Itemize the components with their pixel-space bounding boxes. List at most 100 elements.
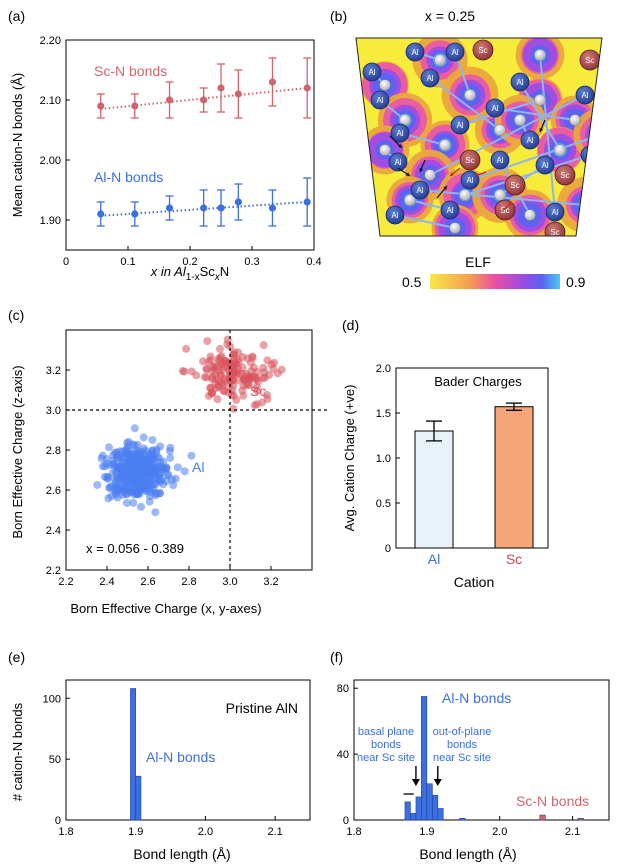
elf-al-atom	[440, 200, 460, 220]
panel-c-point	[100, 472, 109, 481]
panel-c-point	[119, 467, 128, 476]
panel-a-ytick-label: 2.00	[40, 155, 61, 167]
elf-sc-atom-label: Sc	[500, 206, 509, 215]
elf-al-atom	[460, 170, 480, 190]
elf-al-atom	[410, 180, 430, 200]
panel-c-xtick-label: 2.4	[99, 576, 114, 588]
panel-f-annotation-line: basal plane	[358, 726, 414, 738]
elf-al-atom	[510, 72, 530, 92]
elf-al-atom-label: Al	[466, 176, 473, 185]
panel-c-point	[182, 344, 191, 353]
panel-c-point	[111, 476, 120, 485]
panel-c-point	[252, 400, 261, 409]
elf-n-atom	[534, 49, 546, 61]
panel-e-ylabel: # cation-N bonds	[10, 702, 25, 801]
elf-n-atom	[459, 189, 471, 201]
elf-al-atom	[405, 42, 425, 62]
panel-f-annotation-line: near Sc site	[357, 752, 415, 764]
panel-f-ytick-label: 80	[337, 683, 349, 695]
panel-c-point	[206, 383, 215, 392]
elf-al-atom-label: Al	[496, 156, 503, 165]
panel-c-point	[251, 373, 260, 382]
panel-c-point	[169, 481, 178, 490]
panel-c-ytick-label: 3.2	[46, 365, 61, 377]
panel-a-point	[97, 102, 105, 110]
panel-c-ytick-label: 2.6	[46, 485, 61, 497]
elf-al-atom-label: Al	[516, 78, 523, 87]
panel-c-point	[216, 344, 225, 353]
panel-c-ylabel: Born Effective Charge (z-axis)	[10, 365, 25, 538]
panel-f-bar	[426, 783, 433, 821]
elf-al-atom	[575, 85, 595, 105]
panel-c-point	[259, 341, 268, 350]
panel-d-category-label: Sc	[506, 551, 522, 567]
panel-a-point	[234, 90, 242, 98]
panel-c-xtick-label: 3.2	[263, 576, 278, 588]
panel-c-label-al: Al	[192, 459, 204, 475]
panel-c-point	[122, 490, 131, 499]
elf-n-atom	[379, 144, 391, 156]
panel-f-bar	[539, 814, 546, 821]
panel-c-point	[112, 448, 121, 457]
elf-cell-outline	[355, 37, 603, 237]
panel-c-point	[128, 440, 137, 449]
panel-f-bar	[421, 696, 428, 821]
panel-c-point	[148, 446, 157, 455]
panel-c-point	[98, 462, 107, 471]
panel-label-a: (a)	[8, 8, 25, 24]
elf-al-atom	[490, 150, 510, 170]
panel-d-ylabel: Avg. Cation Charge (+ve)	[342, 385, 357, 532]
elf-bond	[394, 214, 456, 229]
panel-a-xtick-label: 0.2	[182, 256, 197, 268]
elf-contour	[589, 124, 602, 146]
panel-a-point	[165, 204, 174, 212]
panel-a-xlabel-part: Sc	[200, 264, 216, 279]
panel-f-annotation-line: near Sc site	[433, 752, 491, 764]
panel-f-annotation-arrowhead	[433, 779, 442, 786]
panel-f-xtick-label: 1.9	[419, 826, 434, 838]
panel-d-bar	[494, 406, 534, 549]
panel-c-point	[259, 374, 268, 383]
elf-al-atom	[450, 115, 470, 135]
elf-al-atom-label: Al	[586, 151, 593, 160]
panel-f-bar	[437, 808, 444, 821]
panel-c-point	[137, 473, 146, 482]
panel-a-xlabel-part: 1-x	[186, 272, 200, 283]
elf-sc-atom-label: Sc	[550, 228, 559, 237]
panel-a-point	[200, 204, 208, 212]
elf-al-atom-label: Al	[456, 121, 463, 130]
elf-arrow-head	[450, 172, 454, 176]
elf-bond	[429, 77, 501, 131]
elf-bond	[464, 154, 591, 196]
panel-a-point	[131, 102, 139, 110]
elf-al-atom-label: Al	[451, 48, 458, 57]
panel-c-point	[131, 480, 140, 489]
elf-n-atom	[534, 94, 546, 106]
panel-c-point	[248, 353, 257, 362]
elf-al-atom	[390, 123, 410, 143]
panel-c-point	[228, 386, 237, 395]
panel-f-annotation-line: bonds	[447, 739, 477, 751]
panel-f-label-al-n: Al-N bonds	[442, 690, 511, 706]
elf-bond	[494, 107, 576, 121]
panel-d-ytick-label: 1.0	[376, 453, 391, 465]
elf-al-atom-label: Al	[394, 158, 401, 167]
panel-c-point	[152, 489, 161, 498]
elf-al-atom-label: Al	[416, 186, 423, 195]
elf-colorbar	[430, 274, 560, 289]
elf-arrow-head	[419, 168, 424, 172]
panel-f-annotation-line: bonds	[371, 739, 401, 751]
elf-al-atom-label: Al	[526, 136, 533, 145]
panel-c-point	[139, 433, 148, 442]
panel-a-xlabel-part: x	[214, 272, 221, 283]
panel-c-point	[143, 478, 152, 487]
panel-c-xtick-label: 2.2	[58, 576, 73, 588]
panel-e-title: Pristine AlN	[226, 700, 298, 716]
panel-c-point	[137, 502, 146, 511]
elf-sc-atom-label: Sc	[510, 181, 519, 190]
panel-a-xtick-label: 0.4	[306, 256, 321, 268]
panel-c-point	[178, 367, 187, 376]
panel-e-series-label: Al-N bonds	[146, 749, 215, 765]
elf-n-atom	[569, 114, 581, 126]
panel-label-f: (f)	[330, 649, 343, 665]
